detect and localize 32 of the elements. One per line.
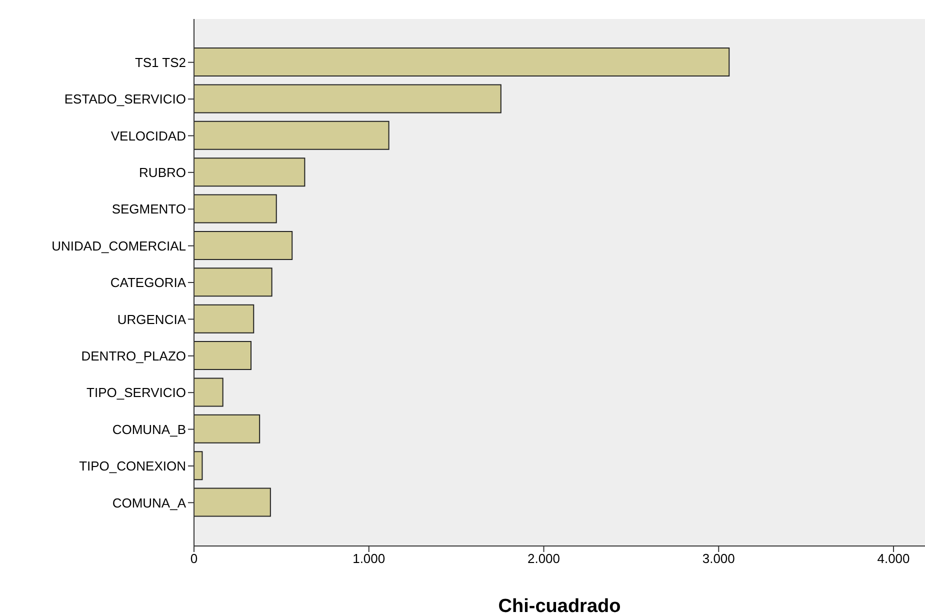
y-tick-label: TIPO_CONEXION [79, 458, 186, 474]
bar [194, 230, 293, 260]
y-tick-label: COMUNA_B [112, 422, 186, 437]
bar [194, 378, 224, 407]
y-tick-label: COMUNA_A [112, 495, 186, 510]
bar [194, 158, 306, 187]
x-tick-label: 4.000 [877, 551, 910, 566]
bar [194, 48, 730, 76]
y-tick-label: TS1 TS2 [134, 54, 186, 70]
bar [194, 194, 277, 224]
y-tick-label: UNIDAD_COMERCIAL [52, 238, 186, 254]
bar [194, 120, 390, 150]
bar [194, 488, 271, 517]
bar [194, 268, 272, 297]
y-tick-label: DENTRO_PLAZO [81, 348, 186, 364]
y-tick-label: URGENCIA [117, 312, 186, 327]
y-tick-label: TIPO_SERVICIO [86, 385, 186, 400]
y-tick-label: RUBRO [139, 165, 186, 180]
y-tick-label: VELOCIDAD [110, 128, 186, 144]
x-tick-label: 2.000 [527, 551, 560, 566]
x-tick-label: 1.000 [352, 551, 386, 566]
bar [194, 451, 203, 480]
bar [194, 341, 252, 370]
x-tick-label: 3.000 [702, 551, 735, 566]
y-tick-label: ESTADO_SERVICIO [64, 92, 186, 107]
bar [194, 84, 502, 114]
y-tick-label: CATEGORIA [110, 275, 186, 290]
bar [194, 414, 260, 444]
x-axis-title: Chi-cuadrado [498, 596, 621, 614]
bar [194, 304, 254, 334]
y-tick-label: SEGMENTO [112, 202, 186, 217]
x-tick-label: 0 [190, 551, 198, 566]
